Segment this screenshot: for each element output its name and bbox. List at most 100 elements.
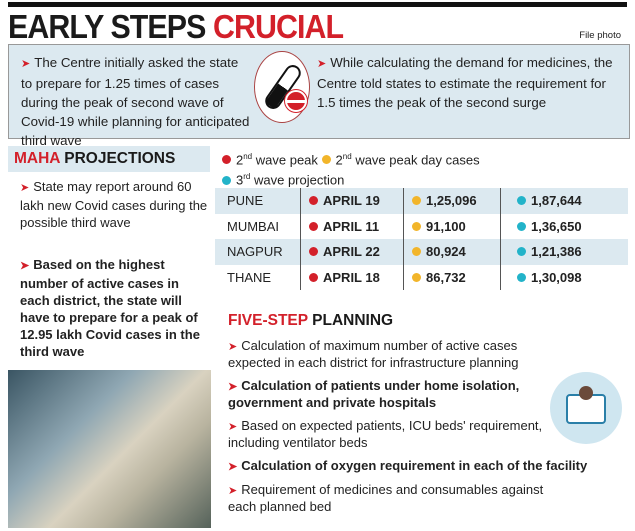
projection: 1,87,644: [531, 193, 582, 209]
arrow-icon: ➤: [228, 381, 238, 393]
cyan-dot-icon: [517, 247, 526, 257]
top-right-text: While calculating the demand for medicin…: [317, 55, 613, 110]
peak-date: APRIL 11: [323, 218, 380, 234]
planning-heading-bg: [215, 308, 628, 333]
maha-bullet: ➤ Based on the highest number of active c…: [20, 256, 210, 360]
yellow-dot-icon: [412, 272, 421, 282]
cases-cell: 80,924: [404, 239, 501, 265]
arrow-icon: ➤: [21, 58, 31, 70]
legend-sup: rd: [243, 172, 251, 182]
peak-cell: APRIL 19: [301, 188, 404, 214]
pill-icon: [254, 51, 310, 123]
city: MUMBAI: [227, 218, 279, 234]
top-info-box: ➤ The Centre initially asked the state to…: [8, 44, 630, 148]
peak-cases: 91,100: [426, 218, 466, 234]
cases-cell: 86,732: [404, 264, 501, 290]
red-dot-icon: [309, 247, 318, 257]
yellow-dot-icon: [321, 155, 331, 165]
red-dot-icon: [309, 221, 318, 231]
step-text: Based on expected patients, ICU beds' re…: [228, 418, 543, 450]
peak-cases: 80,924: [426, 244, 466, 260]
cyan-dot-icon: [222, 175, 231, 185]
city: THANE: [227, 269, 272, 285]
city-cell: NAGPUR: [215, 239, 301, 265]
cases-cell: 1,25,096: [404, 188, 501, 214]
projection-cell: 1,36,650: [501, 214, 628, 240]
peak-date: APRIL 19: [323, 193, 380, 209]
arrow-icon: ➤: [20, 260, 30, 272]
legend-sup: nd: [243, 152, 253, 161]
yellow-dot-icon: [412, 221, 421, 231]
legend-red: wave peak: [255, 152, 318, 168]
top-right-note: ➤ While calculating the demand for medici…: [317, 53, 622, 112]
city: NAGPUR: [227, 244, 283, 260]
red-dot-icon: [309, 196, 318, 206]
arrow-icon: ➤: [20, 182, 30, 194]
yellow-dot-icon: [412, 196, 421, 206]
projection-cell: 1,87,644: [501, 188, 628, 214]
headline-black: EARLY STEPS: [8, 8, 206, 45]
top-rule: [8, 2, 627, 7]
step-text: Requirement of medicines and consumables…: [228, 482, 544, 514]
peak-date: APRIL 22: [323, 244, 380, 260]
peak-cell: APRIL 18: [301, 264, 404, 290]
cyan-dot-icon: [517, 196, 526, 206]
peak-cases: 86,732: [426, 269, 466, 285]
planning-step: ➤ Requirement of medicines and consumable…: [228, 482, 558, 515]
maha-heading-text: PROJECTIONS: [64, 150, 176, 167]
maha-heading-red: MAHA: [14, 150, 60, 167]
projection-cell: 1,21,386: [501, 239, 628, 265]
planning-heading: FIVE-STEP PLANNING: [228, 312, 393, 330]
planning-step: ➤ Calculation of maximum number of active…: [228, 338, 558, 371]
legend-sup: nd: [342, 152, 352, 161]
maha-heading: MAHA PROJECTIONS: [14, 150, 175, 168]
red-dot-icon: [222, 155, 231, 165]
peak-cases: 1,25,096: [426, 193, 477, 209]
peak-date: APRIL 18: [323, 269, 380, 285]
city-cell: THANE: [215, 264, 301, 290]
table-row: MUMBAI APRIL 11 91,100 1,36,650: [215, 213, 628, 240]
maha-bullet: ➤ State may report around 60 lakh new Cov…: [20, 178, 210, 231]
legend: 2nd wave peak 2nd wave peak day cases 3r…: [222, 148, 480, 189]
step-text: Calculation of patients under home isola…: [228, 378, 520, 410]
arrow-icon: ➤: [228, 421, 238, 433]
cyan-dot-icon: [517, 272, 526, 282]
planning-heading-red: FIVE-STEP: [228, 312, 308, 329]
peak-cell: APRIL 11: [301, 213, 404, 239]
top-left-text: The Centre initially asked the state to …: [21, 55, 250, 148]
legend-num: 2: [236, 152, 244, 168]
city-cell: MUMBAI: [215, 213, 301, 239]
planning-step: ➤ Calculation of oxygen requirement in ea…: [228, 458, 628, 475]
step-text: Calculation of oxygen requirement in eac…: [241, 458, 588, 473]
city-cell: PUNE: [215, 188, 301, 214]
projection: 1,30,098: [531, 269, 582, 285]
projection: 1,36,650: [531, 218, 582, 234]
arrow-icon: ➤: [317, 58, 327, 70]
legend-num: 2: [335, 152, 343, 168]
headline: EARLY STEPS CRUCIAL: [8, 8, 344, 46]
maha-heading-bg: [8, 146, 210, 172]
headline-red: CRUCIAL: [212, 8, 344, 45]
legend-yellow: wave peak day cases: [355, 152, 480, 168]
hospital-photo: [8, 370, 211, 528]
photo-credit: File photo: [579, 30, 621, 41]
maha-bullet-text: State may report around 60 lakh new Covi…: [20, 179, 208, 230]
table-row: PUNE APRIL 19 1,25,096 1,87,644: [215, 188, 628, 214]
cases-cell: 91,100: [404, 213, 501, 239]
peak-cell: APRIL 22: [301, 239, 404, 265]
step-text: Calculation of maximum number of active …: [228, 338, 519, 370]
planning-step: ➤ Calculation of patients under home isol…: [228, 378, 558, 411]
yellow-dot-icon: [412, 247, 421, 257]
cyan-dot-icon: [517, 221, 526, 231]
arrow-icon: ➤: [228, 485, 238, 497]
red-dot-icon: [309, 272, 318, 282]
arrow-icon: ➤: [228, 461, 238, 473]
planning-step: ➤ Based on expected patients, ICU beds' r…: [228, 418, 558, 451]
top-left-note: ➤ The Centre initially asked the state to…: [21, 53, 251, 150]
planning-heading-text: PLANNING: [312, 312, 394, 329]
maha-bullet-text: Based on the highest number of active ca…: [20, 257, 200, 359]
city-table: PUNE APRIL 19 1,25,096 1,87,644 MUMBAI AP…: [215, 188, 628, 290]
legend-num: 3: [236, 172, 244, 188]
arrow-icon: ➤: [228, 341, 238, 353]
table-row: NAGPUR APRIL 22 80,924 1,21,386: [215, 239, 628, 265]
